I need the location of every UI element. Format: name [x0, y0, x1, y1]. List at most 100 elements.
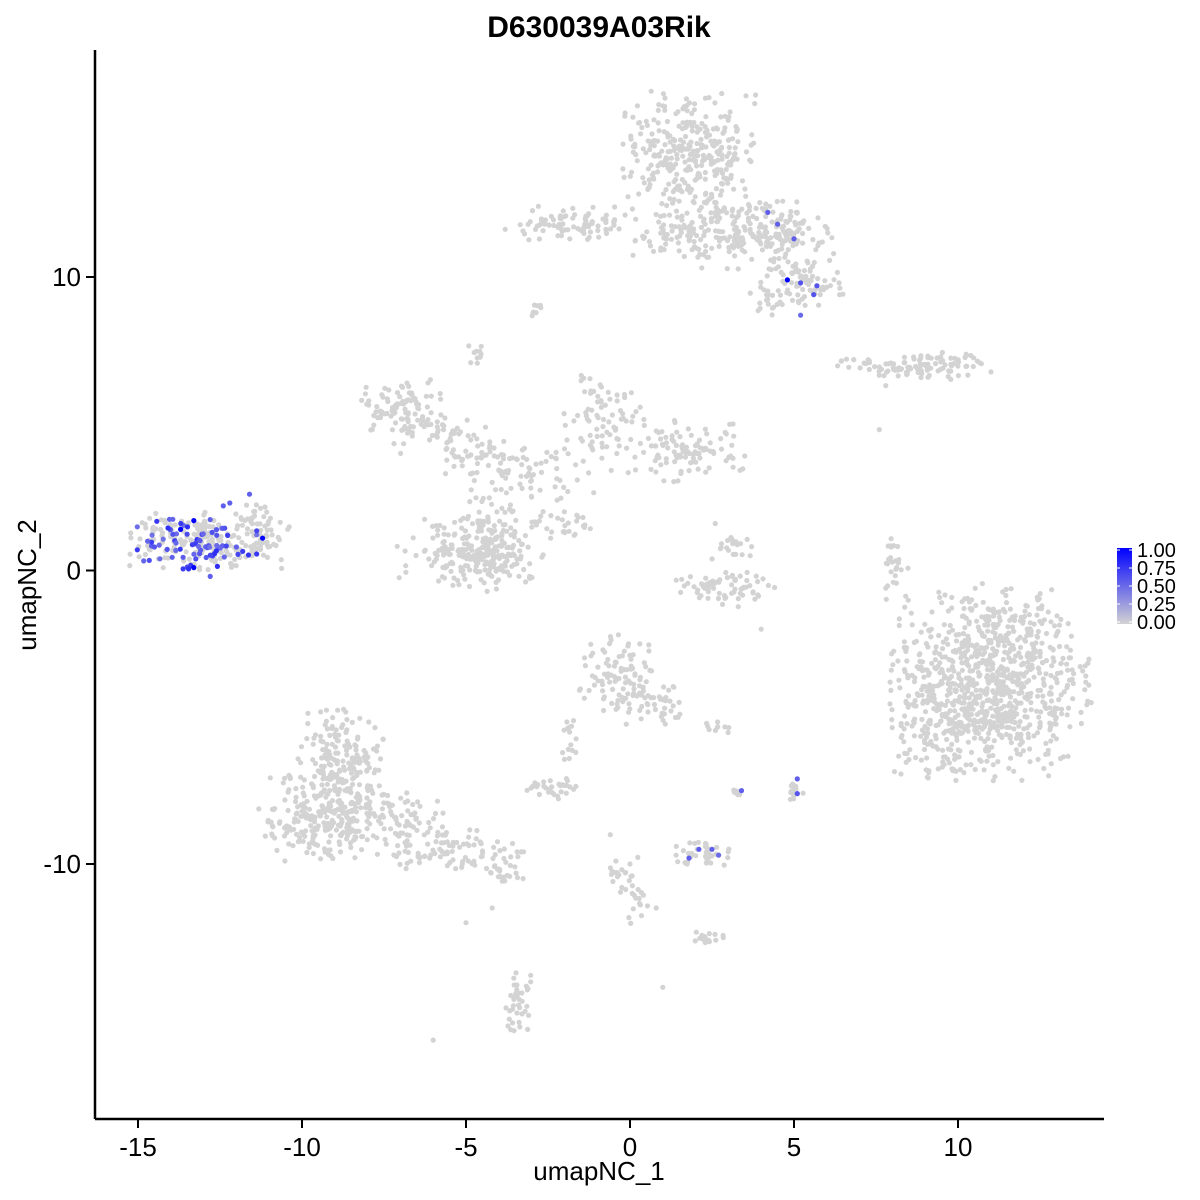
cell-point — [358, 805, 364, 811]
cell-point — [595, 393, 601, 399]
cell-point — [792, 219, 798, 225]
cell-point — [717, 149, 723, 155]
cell-point — [998, 697, 1004, 704]
expressing-cell-point — [254, 528, 260, 534]
cell-point — [610, 686, 616, 693]
cell-point — [895, 560, 902, 566]
cell-point — [304, 798, 310, 804]
cell-point — [337, 841, 343, 848]
cell-point — [729, 572, 736, 578]
cell-point — [944, 736, 950, 743]
cell-point — [676, 187, 682, 193]
cell-point — [747, 553, 753, 559]
cell-point — [397, 394, 403, 400]
cell-point — [403, 822, 409, 828]
cell-point — [462, 576, 468, 582]
cell-point — [1056, 643, 1063, 650]
cell-point — [328, 762, 334, 768]
cell-point — [747, 290, 753, 296]
cell-point — [747, 221, 753, 227]
cell-point — [458, 564, 464, 571]
cell-point — [249, 521, 255, 527]
cell-point — [645, 166, 652, 172]
cell-point — [660, 103, 666, 109]
cell-point — [822, 278, 828, 284]
cell-point — [374, 835, 380, 841]
cell-point — [1034, 730, 1041, 736]
cell-point — [925, 374, 931, 380]
cell-point — [1049, 587, 1055, 593]
cell-point — [944, 698, 951, 704]
cell-point — [343, 729, 349, 736]
cell-point — [298, 760, 304, 766]
cell-point — [595, 223, 601, 229]
expressing-cell-point — [186, 566, 192, 572]
cell-point — [946, 676, 952, 682]
cell-point — [713, 937, 719, 943]
cell-point — [810, 237, 816, 243]
cell-point — [622, 110, 628, 116]
cell-point — [1025, 654, 1031, 661]
cell-point — [674, 156, 680, 162]
cell-point — [989, 744, 995, 750]
cell-point — [996, 732, 1003, 738]
cell-point — [474, 360, 480, 366]
cell-point — [1077, 664, 1083, 670]
cell-point — [924, 755, 930, 761]
cell-point — [1002, 643, 1008, 649]
cell-point — [1004, 638, 1010, 644]
cell-point — [1000, 679, 1007, 685]
cell-point — [563, 213, 569, 219]
cell-point — [628, 920, 634, 927]
cell-point — [734, 128, 740, 134]
cell-point — [538, 216, 545, 222]
cell-point — [682, 159, 688, 165]
cell-point — [984, 744, 990, 750]
cell-point — [758, 279, 764, 285]
cell-point — [1069, 676, 1075, 682]
cell-point — [724, 210, 730, 216]
cell-point — [1066, 655, 1072, 661]
cell-point — [629, 206, 636, 212]
expressing-cell-point — [223, 543, 229, 549]
cell-point — [705, 589, 712, 595]
cell-point — [961, 700, 967, 706]
cell-point — [620, 411, 626, 417]
cell-point — [718, 180, 725, 186]
cell-point — [626, 878, 632, 884]
cell-point — [344, 836, 350, 842]
cell-point — [281, 833, 288, 839]
cell-point — [468, 487, 474, 493]
cell-point — [456, 582, 462, 588]
cell-point — [1011, 628, 1017, 634]
cell-point — [638, 716, 644, 722]
cell-point — [306, 844, 312, 851]
cell-point — [660, 984, 666, 990]
cell-point — [914, 664, 920, 670]
cell-point — [210, 524, 216, 530]
cell-point — [142, 521, 148, 527]
cell-point — [632, 454, 638, 460]
cell-point — [142, 551, 148, 558]
cell-point — [719, 601, 726, 608]
cell-point — [694, 176, 700, 182]
cell-point — [960, 644, 966, 650]
cell-point — [1013, 747, 1019, 753]
cell-point — [722, 113, 728, 119]
cell-point — [227, 552, 233, 558]
cell-point — [962, 354, 968, 361]
cell-point — [471, 349, 477, 356]
cell-point — [249, 529, 255, 535]
cell-point — [809, 263, 816, 269]
expressing-cell-point — [146, 557, 152, 564]
expressing-cell-point — [811, 292, 817, 298]
cell-point — [1007, 606, 1014, 612]
cell-point — [229, 533, 235, 540]
cell-point — [1043, 658, 1050, 664]
cell-point — [319, 755, 325, 761]
cell-point — [408, 398, 414, 404]
cell-point — [995, 759, 1001, 765]
cell-point — [815, 215, 821, 221]
cell-point — [937, 660, 943, 666]
cell-point — [698, 213, 704, 219]
